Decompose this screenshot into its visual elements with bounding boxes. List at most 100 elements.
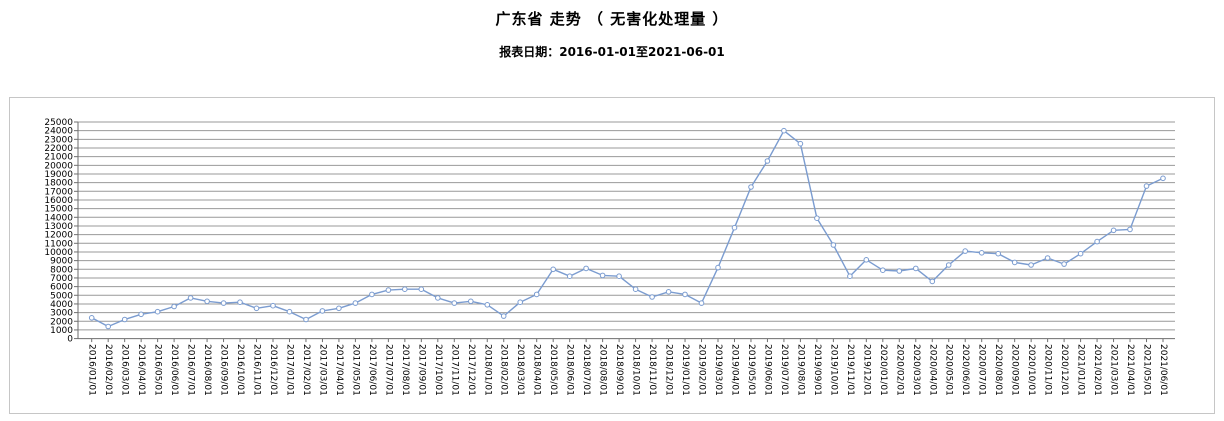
y-tick-label: 12000 xyxy=(44,231,73,241)
x-tick-label: 2017/10/01 xyxy=(433,344,443,396)
data-point-marker xyxy=(649,294,655,300)
y-tick-label: 20000 xyxy=(44,161,73,171)
data-point-marker xyxy=(1077,250,1084,257)
x-tick-label: 2017/01/01 xyxy=(284,344,294,396)
data-point-marker xyxy=(1160,175,1166,182)
data-point-marker xyxy=(319,308,326,314)
data-point-marker xyxy=(1094,238,1100,245)
data-point-marker xyxy=(517,299,524,306)
y-tick-label: 4000 xyxy=(50,300,73,310)
x-tick-label: 2017/11/01 xyxy=(449,344,459,396)
data-point-marker xyxy=(863,257,870,263)
x-tick-label: 2019/01/01 xyxy=(680,344,690,396)
x-tick-label: 2018/08/01 xyxy=(598,344,608,396)
y-tick-label: 19000 xyxy=(44,170,73,180)
y-tick-label: 2000 xyxy=(50,317,73,327)
x-tick-label: 2018/05/01 xyxy=(548,344,558,396)
data-point-marker xyxy=(781,127,787,134)
data-point-marker xyxy=(468,298,474,305)
y-tick-label: 13000 xyxy=(44,222,73,232)
data-point-marker xyxy=(121,316,128,323)
x-tick-label: 2016/07/01 xyxy=(186,344,196,396)
data-point-marker xyxy=(945,262,952,268)
data-point-marker xyxy=(616,273,622,280)
y-tick-label: 22000 xyxy=(44,144,73,154)
x-tick-label: 2019/06/01 xyxy=(762,344,772,396)
data-point-marker xyxy=(847,273,853,280)
x-tick-label: 2016/06/01 xyxy=(169,344,179,396)
data-point-marker xyxy=(138,311,144,318)
page-title: 广东省 走势 （ 无害化处理量 ） xyxy=(495,10,729,28)
x-tick-label: 2017/05/01 xyxy=(350,344,360,396)
y-tick-label: 16000 xyxy=(44,196,73,206)
data-point-marker xyxy=(962,248,969,254)
x-tick-label: 2016/12/01 xyxy=(268,344,278,396)
data-point-marker xyxy=(187,295,194,301)
data-point-marker xyxy=(154,308,161,315)
data-point-marker xyxy=(1143,183,1150,189)
x-tick-label: 2021/05/01 xyxy=(1142,344,1152,396)
data-point-marker xyxy=(1028,262,1034,268)
data-point-marker xyxy=(995,250,1002,257)
y-tick-label: 10000 xyxy=(44,248,73,258)
data-point-marker xyxy=(715,264,721,271)
y-tick-label: 0 xyxy=(67,335,73,345)
y-tick-label: 21000 xyxy=(44,153,73,163)
x-tick-label: 2018/06/01 xyxy=(565,344,575,396)
x-tick-label: 2016/11/01 xyxy=(252,344,262,396)
x-tick-label: 2019/11/01 xyxy=(845,344,855,396)
x-tick-label: 2019/08/01 xyxy=(795,344,805,396)
x-tick-label: 2016/04/01 xyxy=(136,344,146,396)
chart-frame xyxy=(9,97,1215,414)
data-point-marker xyxy=(171,303,177,310)
data-point-marker xyxy=(336,305,342,312)
x-tick-label: 2019/03/01 xyxy=(713,344,723,396)
x-tick-label: 2019/09/01 xyxy=(812,344,822,396)
x-tick-label: 2019/07/01 xyxy=(779,344,789,396)
data-point-marker xyxy=(566,273,573,280)
y-tick-label: 25000 xyxy=(44,118,73,128)
x-tick-label: 2020/08/01 xyxy=(993,344,1003,396)
x-tick-label: 2016/05/01 xyxy=(153,344,163,396)
y-tick-label: 1000 xyxy=(50,326,73,336)
y-tick-label: 11000 xyxy=(44,239,73,249)
x-tick-label: 2016/01/01 xyxy=(87,344,97,396)
x-tick-label: 2018/09/01 xyxy=(614,344,624,396)
data-point-marker xyxy=(583,265,589,272)
x-tick-label: 2020/05/01 xyxy=(944,344,954,396)
x-tick-label: 2021/01/01 xyxy=(1076,344,1086,396)
x-tick-label: 2021/02/01 xyxy=(1092,344,1102,396)
data-point-marker xyxy=(303,316,309,323)
x-tick-label: 2020/10/01 xyxy=(1026,344,1036,396)
x-tick-label: 2017/09/01 xyxy=(416,344,426,396)
x-tick-label: 2016/03/01 xyxy=(120,344,130,396)
data-point-marker xyxy=(1011,259,1018,266)
x-tick-label: 2021/06/01 xyxy=(1158,344,1168,396)
x-tick-label: 2018/12/01 xyxy=(664,344,674,396)
x-tick-label: 2020/01/01 xyxy=(878,344,888,396)
data-point-marker xyxy=(385,287,392,293)
x-tick-label: 2018/02/01 xyxy=(499,344,509,396)
x-tick-label: 2017/08/01 xyxy=(400,344,410,396)
x-tick-label: 2016/10/01 xyxy=(235,344,245,396)
x-tick-label: 2018/10/01 xyxy=(631,344,641,396)
data-point-marker xyxy=(550,266,557,273)
data-point-marker xyxy=(797,140,804,147)
data-point-marker xyxy=(286,308,293,315)
x-tick-label: 2020/09/01 xyxy=(1010,344,1020,396)
x-tick-label: 2019/02/01 xyxy=(697,344,707,396)
data-point-marker xyxy=(1127,226,1133,233)
y-tick-label: 24000 xyxy=(44,127,73,137)
x-tick-label: 2017/02/01 xyxy=(301,344,311,396)
x-tick-label: 2020/04/01 xyxy=(927,344,937,396)
data-point-marker xyxy=(665,289,672,295)
y-tick-label: 8000 xyxy=(50,265,73,275)
data-point-marker xyxy=(533,291,540,298)
data-point-marker xyxy=(88,315,95,321)
x-tick-label: 2018/04/01 xyxy=(532,344,542,396)
data-point-marker xyxy=(1044,255,1051,261)
data-point-marker xyxy=(978,250,985,256)
y-tick-label: 9000 xyxy=(50,257,73,267)
